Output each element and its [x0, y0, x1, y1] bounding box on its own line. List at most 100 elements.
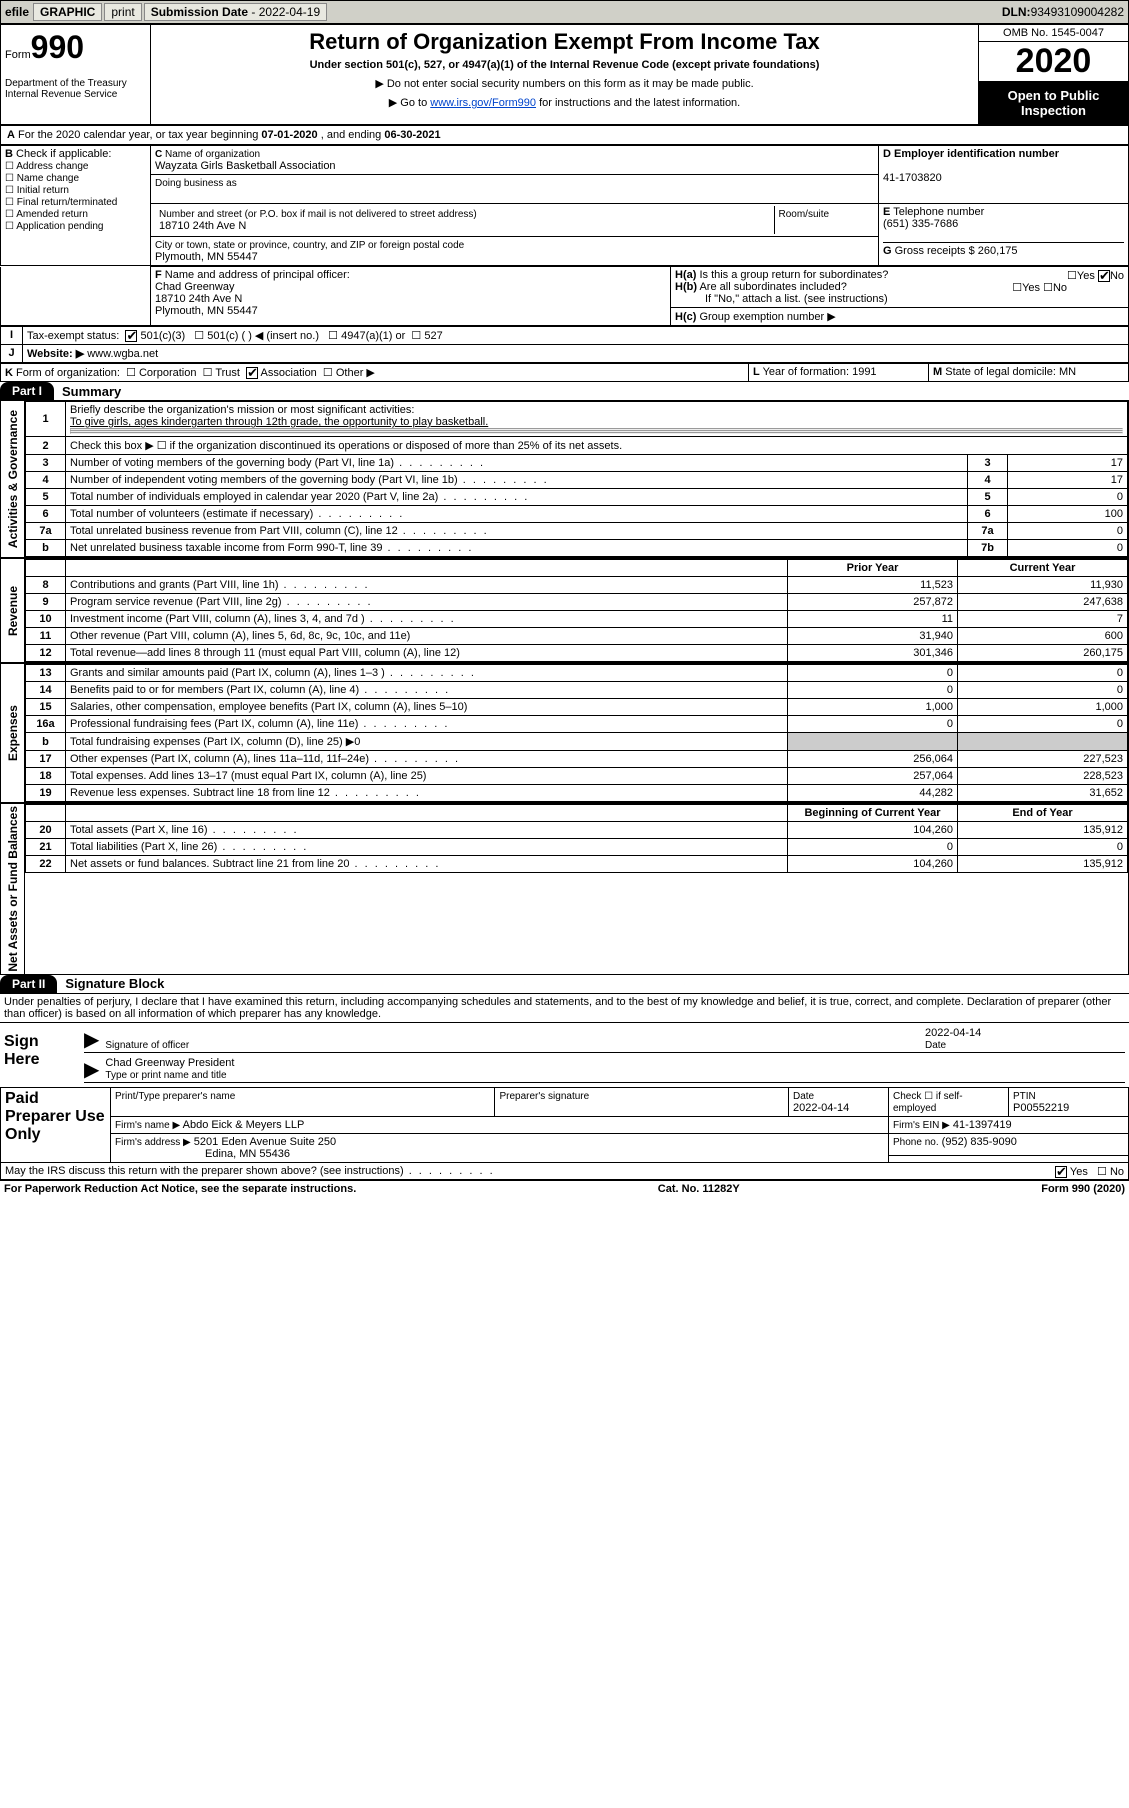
- exp-r19-c: 31,652: [958, 785, 1128, 802]
- officer-printed-name: Chad Greenway President: [105, 1057, 234, 1069]
- footer-left: For Paperwork Reduction Act Notice, see …: [4, 1183, 356, 1195]
- gov-r6-n: 6: [26, 506, 66, 523]
- prior-year-hdr: Prior Year: [788, 560, 958, 577]
- gov-r5-n: 5: [26, 489, 66, 506]
- b-opt-1[interactable]: Name change: [17, 173, 79, 184]
- form-title: Return of Organization Exempt From Incom…: [155, 29, 974, 55]
- dln-value: 93493109004282: [1031, 5, 1124, 19]
- exp-r19-p: 44,282: [788, 785, 958, 802]
- part-i-tab: Part I: [0, 382, 54, 400]
- b-opt-4[interactable]: Amended return: [16, 209, 88, 220]
- net-r20-p: 104,260: [788, 822, 958, 839]
- k-opt-1[interactable]: Trust: [215, 367, 240, 379]
- l-label: Year of formation:: [763, 366, 849, 378]
- gov-r7a-n: 7a: [26, 523, 66, 540]
- net-r22-p: 104,260: [788, 856, 958, 873]
- i-opt-0: 501(c)(3): [141, 330, 186, 342]
- paid-preparer-label: Paid Preparer Use Only: [1, 1087, 111, 1162]
- ha-yes[interactable]: Yes: [1077, 270, 1095, 282]
- prep-name-label: Print/Type preparer's name: [115, 1091, 235, 1102]
- exp-r15-p: 1,000: [788, 699, 958, 716]
- part-ii-header: Part II Signature Block: [0, 975, 1129, 993]
- part-i-header: Part I Summary: [0, 382, 1129, 400]
- rev-r9-c: 247,638: [958, 594, 1128, 611]
- rev-r8-p: 11,523: [788, 577, 958, 594]
- k-opt-3[interactable]: Other ▶: [336, 367, 375, 379]
- b-opt-3[interactable]: Final return/terminated: [17, 197, 118, 208]
- discuss-no[interactable]: No: [1110, 1166, 1124, 1178]
- exp-r14-t: Benefits paid to or for members (Part IX…: [66, 682, 788, 699]
- page-footer: For Paperwork Reduction Act Notice, see …: [0, 1180, 1129, 1197]
- hb-no[interactable]: No: [1053, 282, 1067, 294]
- exp-r16b-p: [788, 733, 958, 751]
- exp-r13-p: 0: [788, 665, 958, 682]
- rev-r9-n: 9: [26, 594, 66, 611]
- exp-r17-n: 17: [26, 751, 66, 768]
- firm-phone-label: Phone no.: [893, 1137, 939, 1148]
- exp-r17-t: Other expenses (Part IX, column (A), lin…: [66, 751, 788, 768]
- gov-r6-c: 6: [968, 506, 1008, 523]
- rev-r9-p: 257,872: [788, 594, 958, 611]
- exp-r16a-c: 0: [958, 716, 1128, 733]
- rev-side-label: Revenue: [4, 584, 22, 638]
- open-to-public: Open to Public Inspection: [979, 82, 1128, 124]
- exp-r16b-c: [958, 733, 1128, 751]
- b-opt-5[interactable]: Application pending: [16, 221, 103, 232]
- firm-addr-value2: Edina, MN 55436: [205, 1148, 290, 1160]
- k-label: Form of organization:: [16, 367, 120, 379]
- city-value: Plymouth, MN 55447: [155, 251, 258, 263]
- l1-label: Briefly describe the organization's miss…: [70, 404, 414, 416]
- firm-name-value: Abdo Eick & Meyers LLP: [183, 1119, 305, 1131]
- street-value: 18710 24th Ave N: [159, 220, 246, 232]
- rev-r8-t: Contributions and grants (Part VIII, lin…: [66, 577, 788, 594]
- sign-here-label: Sign Here: [0, 1023, 80, 1087]
- i-opt-2[interactable]: 4947(a)(1) or: [341, 330, 405, 342]
- i-501c3-checkbox[interactable]: [125, 330, 137, 342]
- ha-no-checkbox[interactable]: [1098, 270, 1110, 282]
- hb-yes[interactable]: Yes: [1022, 282, 1040, 294]
- discuss-yes: Yes: [1070, 1166, 1088, 1178]
- print-button[interactable]: print: [104, 3, 141, 21]
- a-begin: 07-01-2020: [261, 129, 317, 141]
- department-label: Department of the Treasury Internal Reve…: [5, 78, 146, 100]
- begin-year-hdr: Beginning of Current Year: [788, 805, 958, 822]
- rev-r12-t: Total revenue—add lines 8 through 11 (mu…: [66, 645, 788, 662]
- discuss-yes-checkbox[interactable]: [1055, 1166, 1067, 1178]
- ha-no: No: [1110, 270, 1124, 282]
- net-r22-c: 135,912: [958, 856, 1128, 873]
- graphic-button[interactable]: GRAPHIC: [33, 3, 102, 21]
- i-opt-3[interactable]: 527: [424, 330, 442, 342]
- c-name-label: Name of organization: [165, 149, 260, 160]
- irs-link[interactable]: www.irs.gov/Form990: [430, 97, 536, 109]
- i-opt-1[interactable]: 501(c) ( ) ◀ (insert no.): [207, 330, 319, 342]
- exp-side-label: Expenses: [4, 703, 22, 763]
- gov-r6-t: Total number of volunteers (estimate if …: [66, 506, 968, 523]
- curr-year-hdr: Current Year: [958, 560, 1128, 577]
- rev-r11-t: Other revenue (Part VIII, column (A), li…: [66, 628, 788, 645]
- prep-date-label: Date: [793, 1091, 814, 1102]
- gross-receipts: 260,175: [978, 245, 1018, 257]
- net-r21-p: 0: [788, 839, 958, 856]
- rev-r11-c: 600: [958, 628, 1128, 645]
- city-label: City or town, state or province, country…: [155, 240, 464, 251]
- org-name: Wayzata Girls Basketball Association: [155, 160, 336, 172]
- firm-ein-label: Firm's EIN ▶: [893, 1120, 950, 1131]
- sig-date-label: Date: [925, 1040, 946, 1051]
- g-label: Gross receipts $: [895, 245, 975, 257]
- b-opt-2[interactable]: Initial return: [17, 185, 69, 196]
- b-opt-0[interactable]: Address change: [16, 161, 88, 172]
- revenue-section: Revenue Prior YearCurrent Year 8Contribu…: [0, 558, 1129, 663]
- e-label: Telephone number: [893, 206, 984, 218]
- exp-r15-t: Salaries, other compensation, employee b…: [66, 699, 788, 716]
- paid-preparer-block: Paid Preparer Use Only Print/Type prepar…: [0, 1087, 1129, 1163]
- self-emp-label[interactable]: Check ☐ if self-employed: [893, 1091, 963, 1114]
- end-year-hdr: End of Year: [958, 805, 1128, 822]
- gov-r5-v: 0: [1008, 489, 1128, 506]
- k-opt-2: Association: [261, 367, 317, 379]
- gov-r4-c: 4: [968, 472, 1008, 489]
- net-r20-n: 20: [26, 822, 66, 839]
- k-opt-0[interactable]: Corporation: [139, 367, 196, 379]
- k-assoc-checkbox[interactable]: [246, 367, 258, 379]
- street-label: Number and street (or P.O. box if mail i…: [159, 209, 477, 220]
- exp-r19-t: Revenue less expenses. Subtract line 18 …: [66, 785, 788, 802]
